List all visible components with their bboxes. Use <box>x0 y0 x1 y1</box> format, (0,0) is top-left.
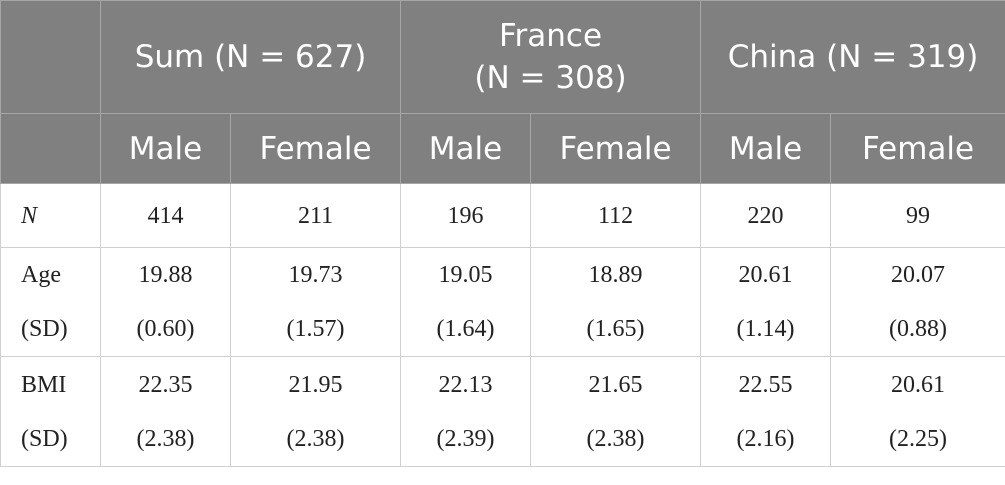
cell-line: (2.16) <box>736 425 795 452</box>
cell: 211 <box>229 183 402 248</box>
cell-line: 20.61 <box>891 371 946 398</box>
cell: 22.35 (2.38) <box>100 356 231 467</box>
corner-cell <box>0 0 101 114</box>
row-label: Age (SD) <box>0 247 101 357</box>
group-header: Sum (N = 627) <box>99 0 402 114</box>
corner-cell <box>0 113 101 184</box>
cell-line: (2.38) <box>136 425 195 452</box>
cell-line: (1.57) <box>286 316 345 342</box>
cell-line: (2.38) <box>586 425 645 452</box>
cell: 20.61 (1.14) <box>700 247 832 357</box>
cell: 99 <box>830 183 1005 248</box>
cell-line: Age <box>21 262 61 288</box>
subheader: Male <box>400 113 532 184</box>
cell-line: France <box>498 18 603 54</box>
cell: 21.65 (2.38) <box>530 356 702 467</box>
subheader: Female <box>830 113 1005 184</box>
group-header-row: Sum (N = 627) France (N = 308) China (N =… <box>0 0 1005 114</box>
cell-line: 21.95 <box>288 371 343 398</box>
cell-line: (1.14) <box>736 316 795 342</box>
cell: 414 <box>100 183 231 248</box>
cell: 22.55 (2.16) <box>700 356 832 467</box>
table-body: N 414 211 196 112 220 99 Age (SD) 19.88 (0.60) 19.7… <box>0 183 1005 467</box>
cell: 21.95 (2.38) <box>229 356 402 467</box>
cell-line: (SD) <box>21 316 68 342</box>
cell-line: 22.55 <box>738 371 793 398</box>
cell-line: 22.35 <box>138 371 193 398</box>
cell-line: (0.88) <box>889 316 948 342</box>
cell-line: 22.13 <box>438 371 493 398</box>
data-table: Sum (N = 627) France (N = 308) China (N =… <box>0 0 1005 467</box>
table-row: N 414 211 196 112 220 99 <box>0 183 1005 248</box>
cell-line: 211 <box>297 202 334 229</box>
subheader: Male <box>700 113 832 184</box>
cell-line: N <box>21 202 38 229</box>
group-header: France (N = 308) <box>400 0 702 114</box>
cell: 20.07 (0.88) <box>830 247 1005 357</box>
subheader: Female <box>229 113 402 184</box>
subheader-row: Male Female Male Female Male Female <box>0 113 1005 184</box>
cell-line: 20.07 <box>891 262 946 288</box>
subheader: Male <box>100 113 231 184</box>
cell-line: (SD) <box>21 425 68 452</box>
cell-line: 19.73 <box>288 262 343 288</box>
cell-line: 18.89 <box>588 262 643 288</box>
table-row: BMI (SD) 22.35 (2.38) 21.95 (2.38) 22.13 (2.39)… <box>0 356 1005 467</box>
cell-line: (2.25) <box>889 425 948 452</box>
cell: 20.61 (2.25) <box>830 356 1005 467</box>
table-row: Age (SD) 19.88 (0.60) 19.73 (1.57) 19.05 (1.64)… <box>0 247 1005 357</box>
cell-line: (1.65) <box>586 316 645 342</box>
cell-line: 20.61 <box>738 262 793 288</box>
cell-line: (1.64) <box>436 316 495 342</box>
cell: 18.89 (1.65) <box>530 247 702 357</box>
cell: 112 <box>530 183 702 248</box>
cell-line: 414 <box>147 202 184 229</box>
cell-line: 112 <box>597 202 634 229</box>
row-label: N <box>0 183 101 248</box>
cell: 220 <box>700 183 832 248</box>
cell-line: 19.88 <box>138 262 193 288</box>
cell: 19.73 (1.57) <box>229 247 402 357</box>
group-header: China (N = 319) <box>700 0 1005 114</box>
cell-line: (2.38) <box>286 425 345 452</box>
cell-line: 220 <box>747 202 784 229</box>
cell-line: (N = 308) <box>474 60 627 96</box>
cell: 19.88 (0.60) <box>100 247 231 357</box>
cell-line: 196 <box>447 202 484 229</box>
cell-line: 21.65 <box>588 371 643 398</box>
cell: 19.05 (1.64) <box>400 247 532 357</box>
cell-line: BMI <box>21 371 67 398</box>
cell-line: Sum (N = 627) <box>134 39 367 75</box>
cell: 196 <box>400 183 532 248</box>
subheader: Female <box>530 113 702 184</box>
cell-line: (0.60) <box>136 316 195 342</box>
cell-line: China (N = 319) <box>727 39 979 75</box>
row-label: BMI (SD) <box>0 356 101 467</box>
cell-line: 99 <box>906 202 931 229</box>
cell-line: 19.05 <box>438 262 493 288</box>
cell: 22.13 (2.39) <box>400 356 532 467</box>
cell-line: (2.39) <box>436 425 495 452</box>
